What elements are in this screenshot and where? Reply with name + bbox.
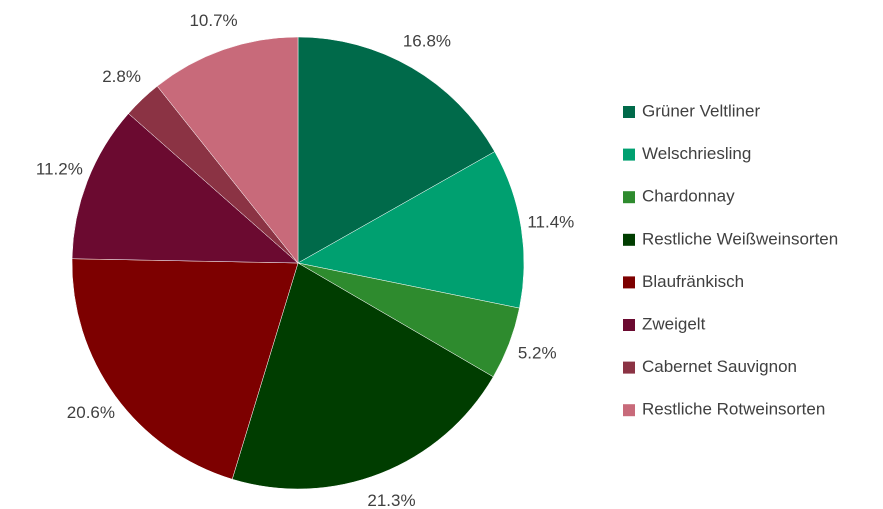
data-label: 11.2% bbox=[36, 160, 83, 179]
legend-label: Restliche Rotweinsorten bbox=[642, 400, 825, 419]
data-label: 5.2% bbox=[518, 344, 557, 363]
legend-swatch bbox=[623, 404, 635, 417]
data-label: 20.6% bbox=[67, 403, 115, 422]
data-label: 2.8% bbox=[102, 67, 141, 86]
legend-label: Zweigelt bbox=[642, 314, 706, 333]
pie-slice bbox=[297, 151, 525, 309]
pie-slice bbox=[231, 262, 494, 490]
legend-swatch bbox=[623, 106, 635, 118]
legend-swatch bbox=[623, 361, 635, 374]
pie-slice bbox=[71, 258, 299, 480]
legend-swatch bbox=[623, 148, 635, 161]
pie-slice bbox=[71, 113, 299, 264]
data-label: 11.4% bbox=[527, 212, 574, 231]
legend-label: Grüner Veltliner bbox=[642, 101, 760, 120]
legend-label: Restliche Weißweinsorten bbox=[642, 229, 838, 248]
data-label: 16.8% bbox=[403, 31, 451, 50]
pie-slice bbox=[297, 36, 496, 264]
legend-label: Cabernet Sauvignon bbox=[642, 357, 797, 376]
legend-swatch bbox=[623, 233, 635, 246]
legend-swatch bbox=[623, 276, 635, 289]
legend-label: Chardonnay bbox=[642, 187, 735, 206]
legend-swatch bbox=[623, 319, 635, 331]
legend-label: Welschriesling bbox=[642, 144, 751, 163]
pie-slice bbox=[156, 36, 299, 264]
legend-swatch bbox=[623, 191, 635, 204]
legend-label: Blaufränkisch bbox=[642, 272, 744, 291]
data-label: 10.7% bbox=[189, 11, 237, 30]
data-label: 21.3% bbox=[367, 491, 415, 509]
